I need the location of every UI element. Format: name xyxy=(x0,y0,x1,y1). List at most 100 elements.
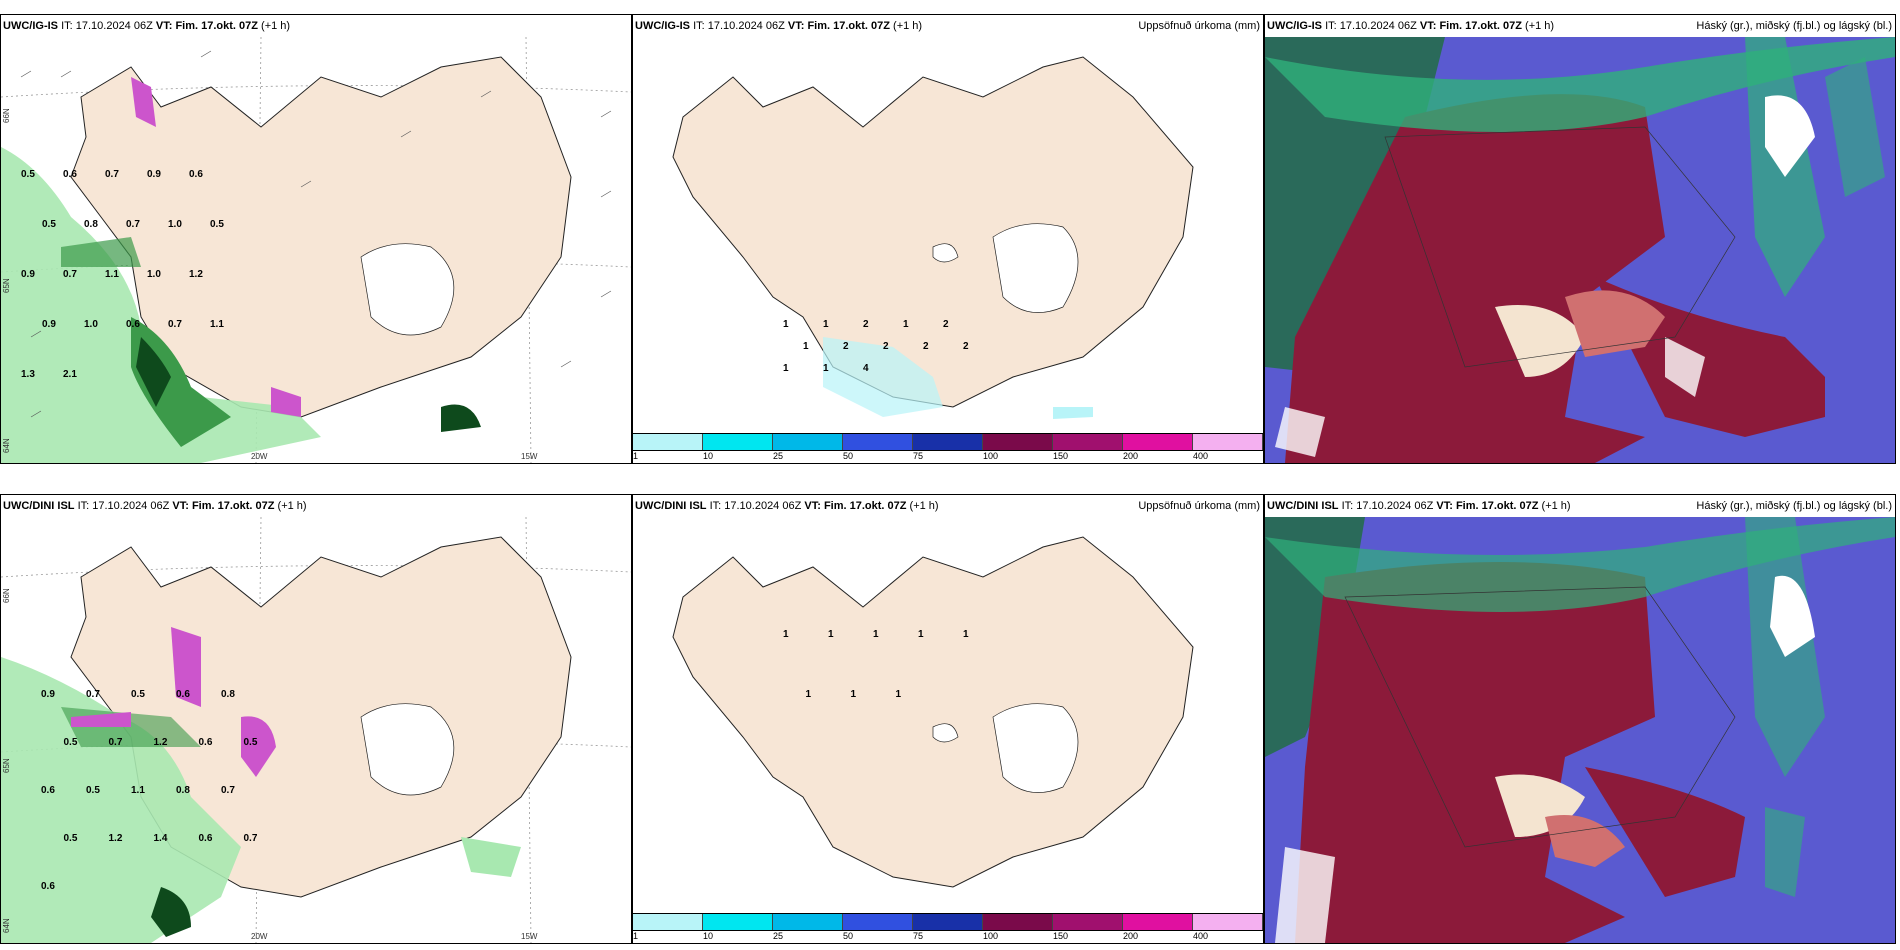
map-value-label: 1.1 xyxy=(210,319,224,330)
vt-value: Fim. 17.okt. 07Z xyxy=(1439,20,1522,32)
map-value-label: 2 xyxy=(923,341,929,352)
map-value-label: 1 xyxy=(963,629,969,640)
colorbar-swatch xyxy=(843,434,913,450)
map-value-label: 1.2 xyxy=(109,833,123,844)
lead-time: (+1 h) xyxy=(1541,500,1571,512)
colorbar-tick-label: 1 xyxy=(633,931,639,941)
map-value-label: 1.0 xyxy=(84,319,98,330)
colorbar-swatch xyxy=(843,914,913,930)
map-value-label: 0.6 xyxy=(176,689,190,700)
colorbar-swatch xyxy=(633,434,703,450)
map-clouds[interactable] xyxy=(1265,37,1895,463)
it-label: IT: xyxy=(77,500,90,512)
map-value-label: 2 xyxy=(863,319,869,330)
colorbar-swatch xyxy=(1123,914,1193,930)
map-value-label: 0.7 xyxy=(105,169,119,180)
colorbar-tick-label: 25 xyxy=(772,931,783,941)
colorbar-tick-label: 150 xyxy=(1053,931,1069,941)
map-value-label: 2.1 xyxy=(63,369,77,380)
map-value-label: 0.7 xyxy=(109,737,123,748)
panel-header: UWC/DINI ISL IT: 17.10.2024 06Z VT: Fim.… xyxy=(633,495,1263,517)
map-wind-precip[interactable]: 0.5 0.6 0.7 0.9 0.6 0.5 0.8 0.7 1.0 0.5 0.9 0.7 1.1 1… xyxy=(1,37,631,463)
map-wind-precip[interactable]: 0.9 0.7 0.5 0.6 0.8 0.5 0.7 1.2 0.6 0.5 0.6 0.5 1.1 0… xyxy=(1,517,631,943)
it-label: IT: xyxy=(1325,20,1337,32)
colorbar-tick-label: 10 xyxy=(702,931,713,941)
model-name: UWC/IG-IS xyxy=(1267,20,1322,32)
panel-title: Háský (gr.), miðský (fj.bl.) og lágský (… xyxy=(1696,20,1892,32)
map-value-label: 0.6 xyxy=(199,737,213,748)
vt-label: VT: xyxy=(1436,500,1453,512)
lead-time: (+1 h) xyxy=(909,500,939,512)
map-value-label: 1.4 xyxy=(154,833,168,844)
map-value-label: 1.0 xyxy=(168,219,182,230)
map-value-label: 1.1 xyxy=(131,785,145,796)
panel-header: UWC/DINI ISL IT: 17.10.2024 06Z VT: Fim.… xyxy=(1265,495,1895,517)
panel-wind-precip-dini: UWC/DINI ISL IT: 17.10.2024 06Z VT: Fim.… xyxy=(0,494,632,944)
svg-text:64N: 64N xyxy=(2,918,11,933)
map-value-label: 0.8 xyxy=(84,219,98,230)
model-name: UWC/IG-IS xyxy=(3,20,58,32)
panel-header: UWC/IG-IS IT: 17.10.2024 06Z VT: Fim. 17… xyxy=(633,15,1263,37)
it-value: 17.10.2024 06Z xyxy=(75,20,153,32)
map-value-label: 1 xyxy=(783,363,789,374)
vt-label: VT: xyxy=(804,500,821,512)
map-value-label: 1 xyxy=(918,629,924,640)
lead-time: (+1 h) xyxy=(1525,20,1555,32)
colorbar: 1 10 25 50 75 100 150 200 400 xyxy=(633,433,1263,463)
vt-value: Fim. 17.okt. 07Z xyxy=(823,500,907,512)
model-name: UWC/DINI ISL xyxy=(3,500,75,512)
vt-value: Fim. 17.okt. 07Z xyxy=(175,20,258,32)
colorbar-swatch xyxy=(1053,434,1123,450)
colorbar-tick-label: 200 xyxy=(1123,451,1139,461)
map-value-label: 2 xyxy=(843,341,849,352)
map-value-label: 0.7 xyxy=(63,269,77,280)
map-value-label: 4 xyxy=(863,363,869,374)
model-name: UWC/IG-IS xyxy=(635,20,690,32)
colorbar: 1 10 25 50 75 100 150 200 400 xyxy=(633,913,1263,943)
map-value-label: 1 xyxy=(783,319,789,330)
lead-time: (+1 h) xyxy=(261,20,291,32)
map-value-label: 1 xyxy=(851,689,857,700)
map-value-label: 0.6 xyxy=(63,169,77,180)
map-value-label: 1 xyxy=(823,363,829,374)
panel-header: UWC/IG-IS IT: 17.10.2024 06Z VT: Fim. 17… xyxy=(1,15,631,37)
map-clouds[interactable] xyxy=(1265,517,1895,943)
map-value-label: 0.7 xyxy=(168,319,182,330)
map-accum-precip[interactable]: 1 1 1 1 1 1 1 1 xyxy=(633,517,1263,913)
vt-label: VT: xyxy=(172,500,189,512)
model-name: UWC/DINI ISL xyxy=(1267,500,1339,512)
it-label: IT: xyxy=(61,20,73,32)
map-accum-precip[interactable]: 1 1 2 1 2 1 2 2 2 2 1 1 4 xyxy=(633,37,1263,433)
colorbar-swatch xyxy=(1193,914,1263,930)
panel-title: Uppsöfnuð úrkoma (mm) xyxy=(1138,20,1260,32)
map-value-label: 0.8 xyxy=(221,689,235,700)
colorbar-swatch xyxy=(703,434,773,450)
svg-text:66N: 66N xyxy=(2,588,11,603)
map-value-label: 1 xyxy=(828,629,834,640)
map-value-label: 1 xyxy=(873,629,879,640)
colorbar-swatch xyxy=(983,914,1053,930)
map-value-label: 1.0 xyxy=(147,269,161,280)
colorbar-tick-label: 75 xyxy=(912,451,923,461)
map-value-label: 0.5 xyxy=(86,785,100,796)
vt-label: VT: xyxy=(787,20,805,32)
lead-time: (+1 h) xyxy=(893,20,923,32)
map-value-label: 1.1 xyxy=(105,269,119,280)
colorbar-tick-label: 50 xyxy=(843,451,854,461)
panel-clouds-dini: UWC/DINI ISL IT: 17.10.2024 06Z VT: Fim.… xyxy=(1264,494,1896,944)
svg-text:65N: 65N xyxy=(2,758,11,773)
colorbar-swatch xyxy=(633,914,703,930)
map-value-label: 0.9 xyxy=(21,269,35,280)
panel-accum-precip-dini: UWC/DINI ISL IT: 17.10.2024 06Z VT: Fim.… xyxy=(632,494,1264,944)
map-value-label: 1 xyxy=(783,629,789,640)
colorbar-tick-label: 50 xyxy=(843,931,854,941)
map-value-label: 1 xyxy=(903,319,909,330)
colorbar-tick-label: 400 xyxy=(1192,451,1209,461)
colorbar-tick-label: 200 xyxy=(1123,931,1139,941)
panel-wind-precip-igis: UWC/IG-IS IT: 17.10.2024 06Z VT: Fim. 17… xyxy=(0,14,632,464)
map-value-label: 1 xyxy=(896,689,902,700)
map-value-label: 0.5 xyxy=(64,737,78,748)
map-value-label: 0.5 xyxy=(42,219,56,230)
map-value-label: 0.6 xyxy=(126,319,140,330)
map-value-label: 0.7 xyxy=(221,785,235,796)
